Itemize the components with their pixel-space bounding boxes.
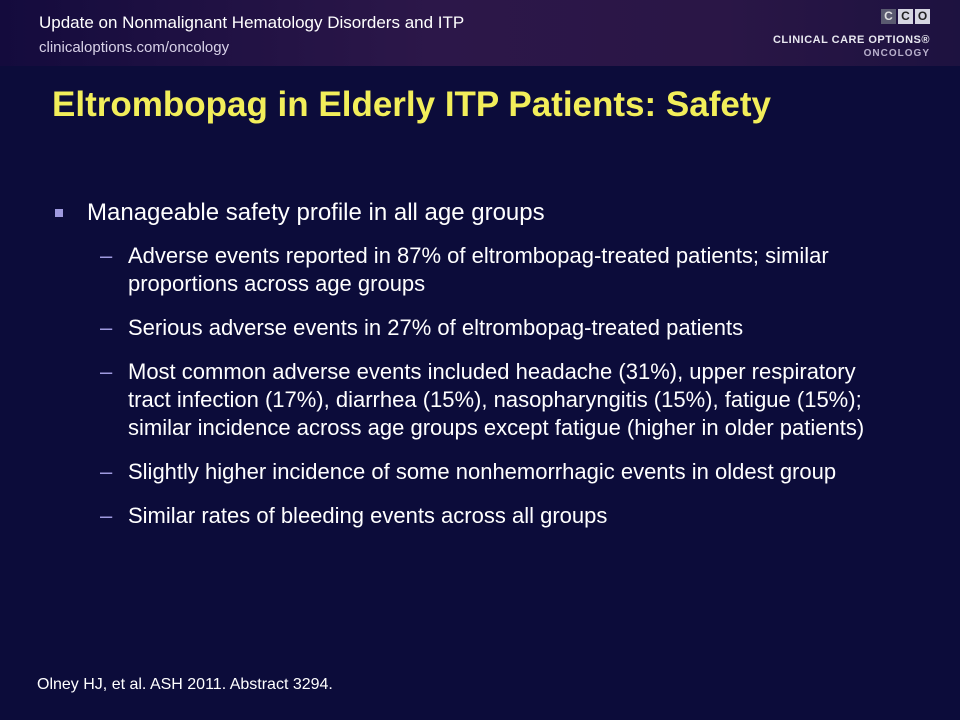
logo-letter: C [898,9,913,24]
slide-header: Update on Nonmalignant Hematology Disord… [0,0,960,66]
sub-bullet-text: Most common adverse events included head… [128,359,865,440]
dash-bullet-icon: – [100,315,113,340]
logo-subtitle: ONCOLOGY [863,48,930,59]
dash-bullet-icon: – [100,359,113,384]
sub-bullet: – Slightly higher incidence of some nonh… [55,458,915,486]
logo-letter: O [915,9,930,24]
sub-bullet-text: Adverse events reported in 87% of eltrom… [128,243,829,296]
square-bullet-icon [55,209,63,217]
citation: Olney HJ, et al. ASH 2011. Abstract 3294… [37,676,333,693]
header-title: Update on Nonmalignant Hematology Disord… [39,13,465,32]
logo-letter: C [881,9,896,24]
sub-bullet-list: – Adverse events reported in 87% of eltr… [55,242,915,530]
main-bullet: Manageable safety profile in all age gro… [55,196,915,230]
sub-bullet: – Similar rates of bleeding events acros… [55,502,915,530]
main-bullet-text: Manageable safety profile in all age gro… [87,199,545,226]
bullet-list: Manageable safety profile in all age gro… [55,196,915,546]
sub-bullet-text: Similar rates of bleeding events across … [128,503,608,528]
cco-logo-icon: C C O [881,9,930,24]
dash-bullet-icon: – [100,243,113,268]
sub-bullet-text: Serious adverse events in 27% of eltromb… [128,315,744,340]
sub-bullet: – Most common adverse events included he… [55,358,915,442]
dash-bullet-icon: – [100,459,113,484]
logo-name: CLINICAL CARE OPTIONS® [772,34,930,46]
slide-title: Eltrombopag in Elderly ITP Patients: Saf… [52,85,771,124]
sub-bullet: – Adverse events reported in 87% of eltr… [55,242,915,298]
sub-bullet: – Serious adverse events in 27% of eltro… [55,314,915,342]
sub-bullet-text: Slightly higher incidence of some nonhem… [128,459,837,484]
dash-bullet-icon: – [100,503,113,528]
header-url: clinicaloptions.com/oncology [39,39,230,56]
